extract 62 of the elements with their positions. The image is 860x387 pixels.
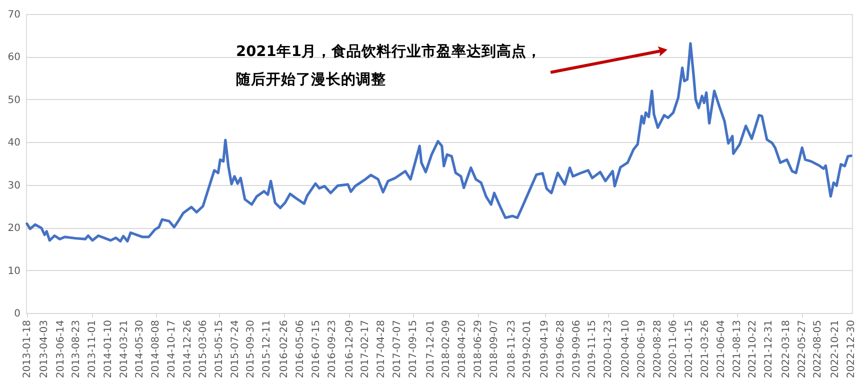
y-tick-label: 50 <box>8 94 20 106</box>
y-tick-label: 60 <box>8 52 20 64</box>
x-tick-label: 2014-08-08 <box>150 320 162 378</box>
line-series <box>26 42 852 243</box>
x-tick-label: 2020-08-28 <box>652 320 664 378</box>
x-tick-label: 2015-03-06 <box>198 320 210 378</box>
x-tick-label: 2018-04-20 <box>457 320 468 378</box>
x-tick-label: 2020-06-19 <box>636 320 648 378</box>
x-tick-label: 2015-07-24 <box>230 320 241 378</box>
x-tick-label: 2014-10-17 <box>166 320 178 378</box>
x-tick-label: 2021-01-15 <box>684 320 696 378</box>
x-tick-label: 2017-02-17 <box>360 320 372 378</box>
x-tick-label: 2021-03-26 <box>700 320 711 378</box>
annotation: 2021年1月，食品饮料行业市盈率达到高点，随后开始了漫长的调整 <box>236 42 542 88</box>
x-tick-label: 2014-01-10 <box>102 320 114 378</box>
x-tick-label: 2022-05-27 <box>796 320 808 378</box>
x-tick-label: 2021-08-13 <box>732 320 743 378</box>
x-tick-label: 2016-09-23 <box>326 320 338 378</box>
x-tick-label: 2014-12-26 <box>182 320 194 378</box>
x-tick-label: 2021-10-22 <box>748 320 759 378</box>
x-tick-label: 2017-07-07 <box>392 320 403 378</box>
x-tick-label: 2016-07-15 <box>310 320 322 378</box>
y-tick-label: 10 <box>8 266 20 277</box>
x-tick-label: 2021-06-04 <box>716 320 727 378</box>
x-tick-label: 2018-11-23 <box>506 320 518 378</box>
x-tick-label: 2013-04-03 <box>38 320 50 378</box>
x-tick-label: 2018-02-09 <box>441 320 452 378</box>
x-tick-label: 2013-06-14 <box>55 320 66 378</box>
x-tick-label: 2017-12-01 <box>425 320 436 378</box>
x-tick-label: 2016-12-09 <box>344 320 356 378</box>
y-tick-label: 40 <box>8 138 20 149</box>
x-tick-label: 2013-11-01 <box>87 320 98 378</box>
x-tick-label: 2013-08-23 <box>71 320 82 378</box>
x-tick-label: 2016-05-06 <box>295 320 306 378</box>
x-tick-label: 2018-09-07 <box>488 320 500 378</box>
x-tick-label: 2018-06-29 <box>472 320 484 378</box>
x-tick-label: 2014-03-21 <box>118 320 130 378</box>
x-tick-label: 2022-03-18 <box>780 320 792 378</box>
x-tick-label: 2019-02-01 <box>522 320 534 378</box>
x-tick-label: 2015-09-30 <box>245 320 256 378</box>
x-tick-label: 2019-11-15 <box>587 320 598 378</box>
x-tick-label: 2020-11-06 <box>668 320 680 378</box>
x-tick-label: 2014-05-30 <box>134 320 146 378</box>
x-tick-label: 2019-06-28 <box>555 320 566 378</box>
x-tick-label: 2019-09-06 <box>571 320 582 378</box>
x-tick-label: 2015-05-15 <box>214 320 226 378</box>
x-tick-label: 2022-10-21 <box>830 320 842 378</box>
x-tick-label: 2019-04-19 <box>540 320 551 378</box>
y-tick-label: 20 <box>8 223 20 234</box>
y-tick-label: 30 <box>8 180 20 192</box>
x-tick-label: 2016-02-26 <box>279 320 290 378</box>
x-tick-label: 2021-12-31 <box>764 320 775 378</box>
x-tick-label: 2020-01-23 <box>602 320 614 378</box>
y-tick-label: 70 <box>8 10 20 20</box>
x-tick-label: 2013-01-18 <box>22 320 33 378</box>
x-tick-label: 2020-04-10 <box>620 320 632 378</box>
x-tick-label: 2017-09-15 <box>408 320 419 378</box>
x-tick-label: 2017-04-28 <box>376 320 388 378</box>
y-tick-label: 0 <box>14 308 20 320</box>
x-tick-label: 2015-12-11 <box>262 320 273 378</box>
x-tick-label: 2022-12-30 <box>846 320 858 378</box>
x-tick-label: 2022-08-05 <box>812 320 824 378</box>
